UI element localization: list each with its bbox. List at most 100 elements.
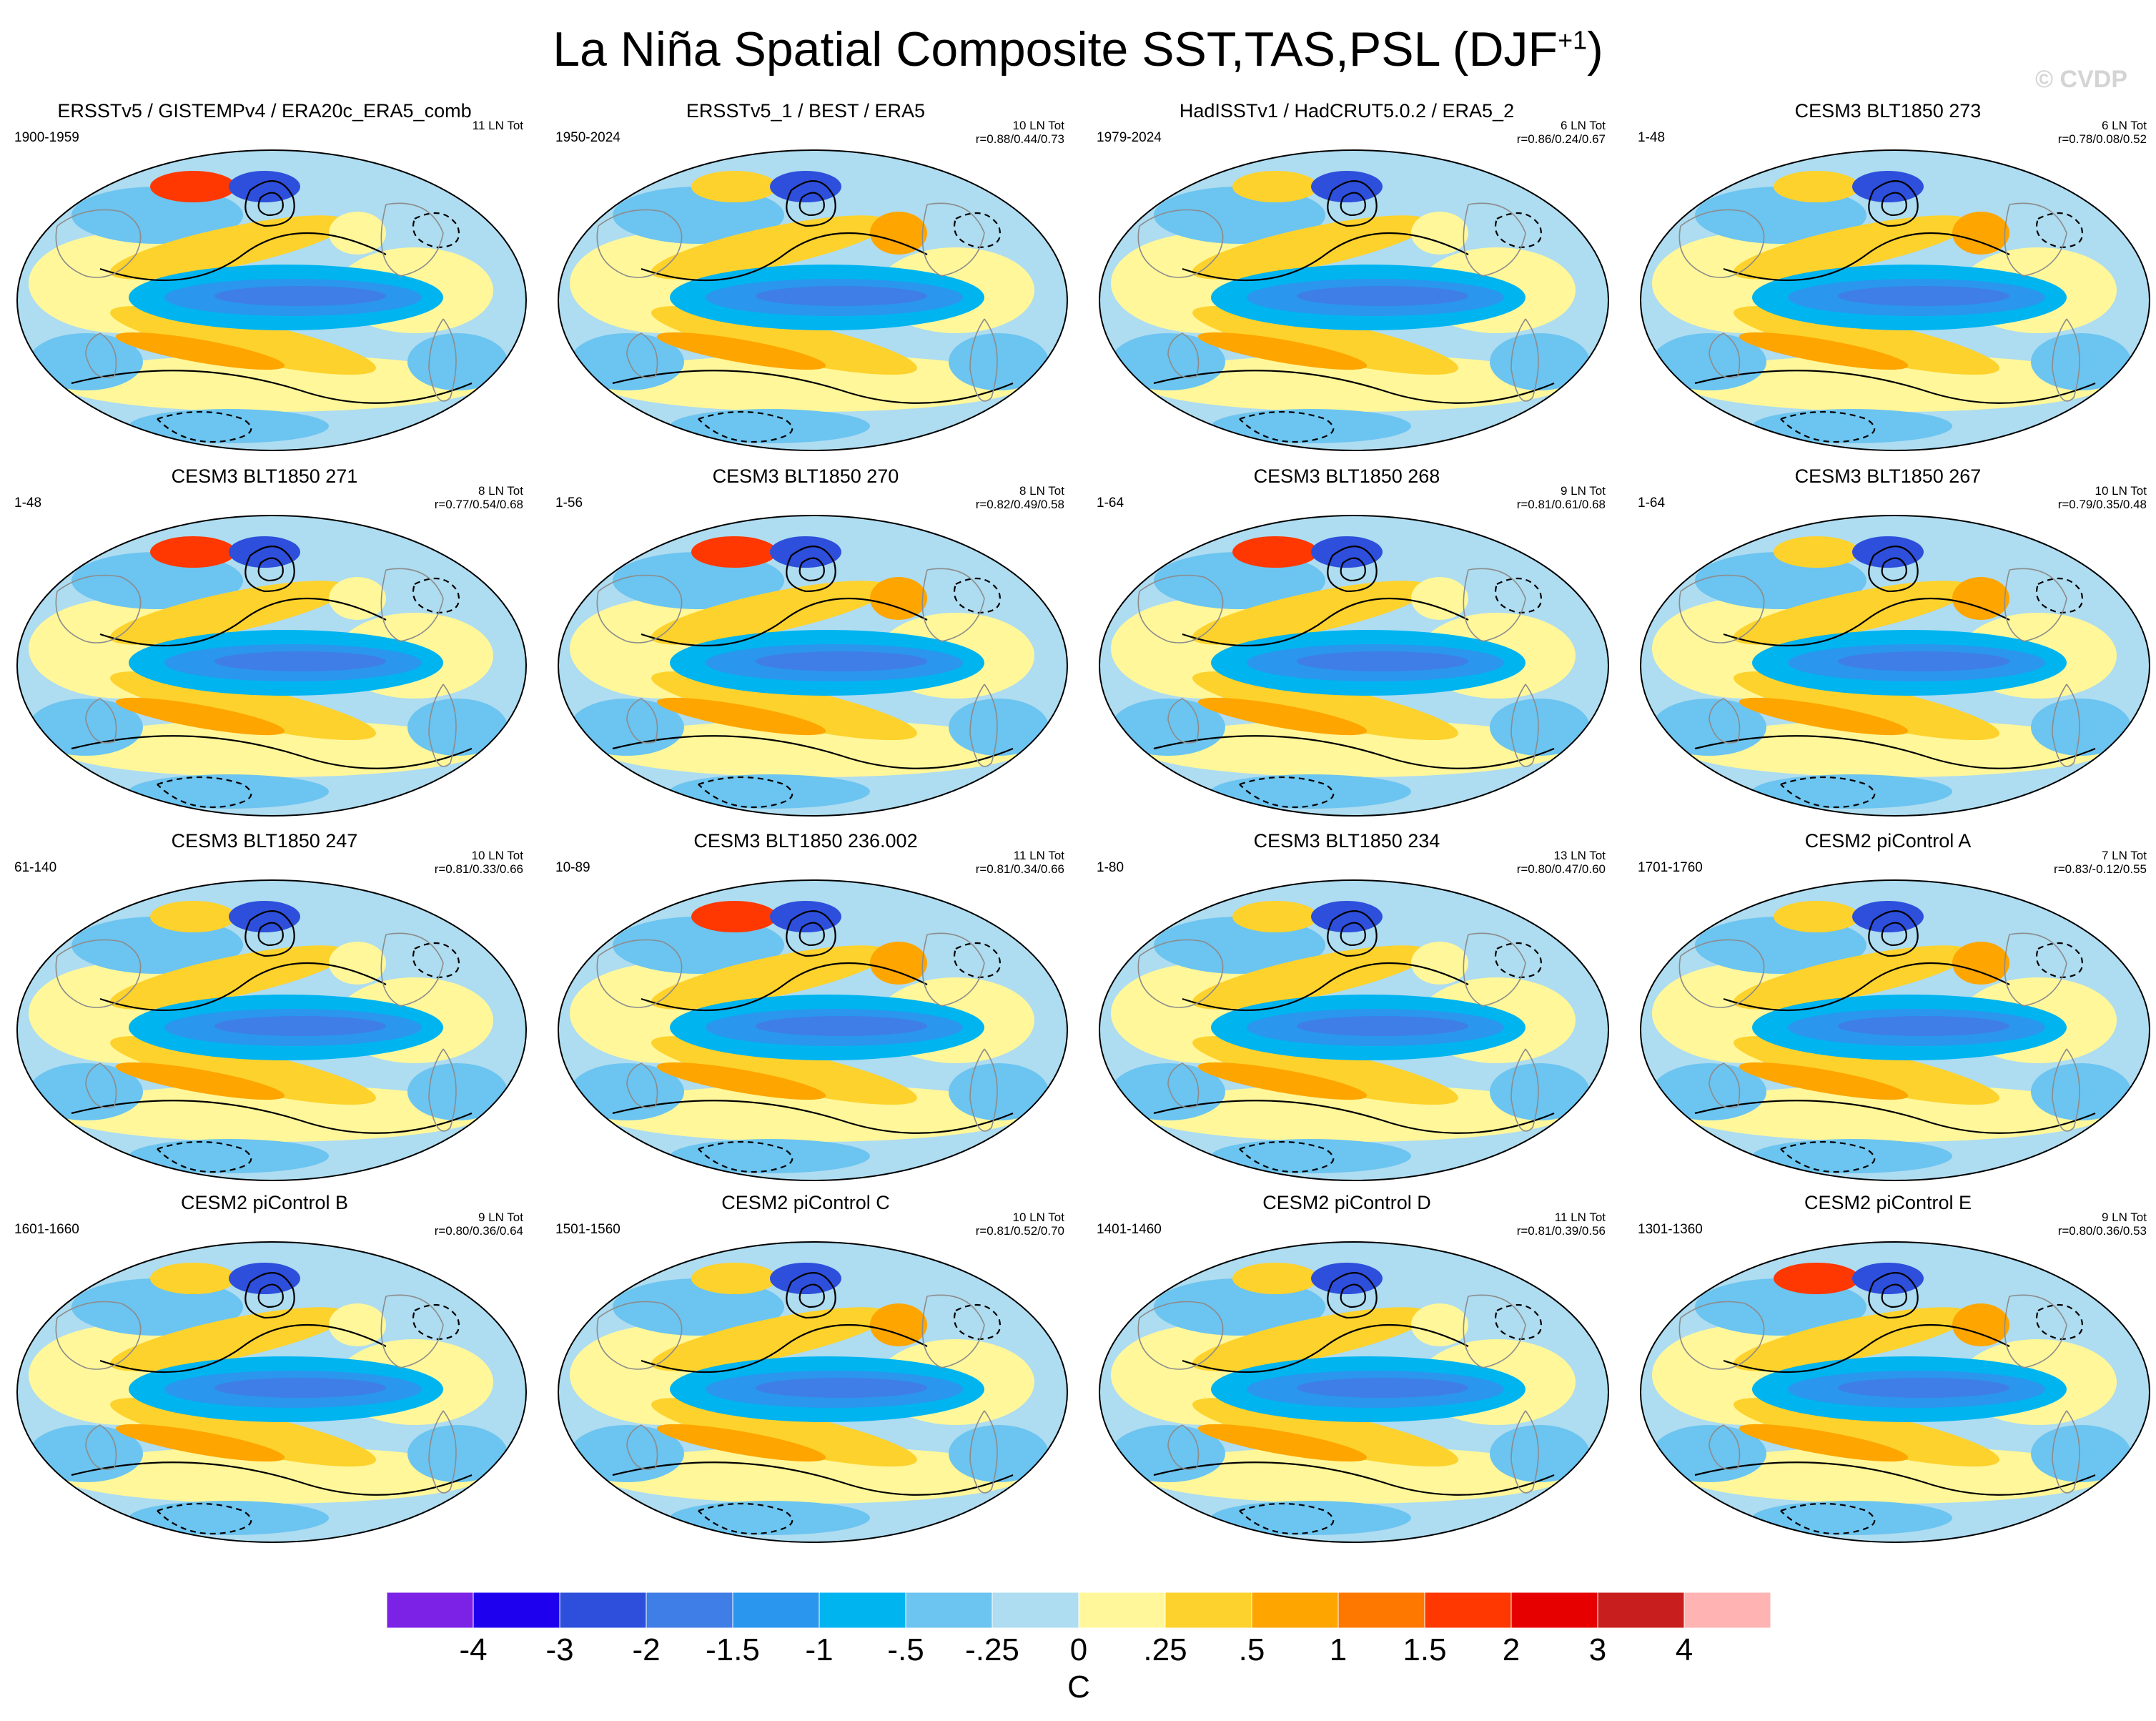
coastline xyxy=(55,1301,142,1370)
colorbar-swatch xyxy=(646,1592,733,1628)
warm-horseshoe-south xyxy=(1192,305,1458,375)
psl-contour-low xyxy=(1239,410,1335,443)
warm-core-south xyxy=(1739,697,1909,736)
panel-stats: 10 LN Tot r=0.81/0.33/0.66 xyxy=(435,849,523,876)
panel-years: 1900-1959 xyxy=(14,130,79,145)
colorbar-tick-label: 4 xyxy=(1675,1632,1693,1667)
panel-stats: 11 LN Tot r=0.81/0.39/0.56 xyxy=(1517,1210,1606,1238)
panel-stats: 7 LN Tot r=0.83/-0.12/0.55 xyxy=(2054,849,2147,876)
panel-title: ERSSTv5_1 / BEST / ERA5 xyxy=(686,100,926,122)
psl-contour-high xyxy=(1868,546,1919,593)
panel-title: CESM3 BLT1850 247 xyxy=(171,830,358,852)
psl-contour-high xyxy=(1327,910,1378,957)
arctic-warm-anomaly xyxy=(150,171,236,202)
psl-contour xyxy=(1153,370,1555,404)
psl-contour xyxy=(71,1461,473,1496)
panel-count: 11 LN Tot xyxy=(472,119,523,132)
panel-correlation: r=0.80/0.36/0.53 xyxy=(2057,1224,2147,1238)
robinson-map xyxy=(14,513,529,819)
panel-stats: 10 LN Tot r=0.81/0.52/0.70 xyxy=(976,1210,1064,1238)
psl-contour-low xyxy=(698,1502,793,1535)
cold-tongue-core xyxy=(1838,1378,2009,1398)
cold-tongue-core xyxy=(1297,651,1468,671)
arctic-warm-anomaly xyxy=(1774,536,1859,568)
panel-years: 1301-1360 xyxy=(1638,1222,1703,1237)
psl-contour xyxy=(1694,735,2096,769)
psl-contour-high xyxy=(798,557,825,582)
warm-horseshoe-south xyxy=(1192,1035,1458,1105)
coastline xyxy=(1678,1301,1765,1370)
southern-ocean-anomaly xyxy=(1211,774,1411,809)
north-america-anomaly xyxy=(870,577,927,620)
figure-title: La Niña Spatial Composite SST,TAS,PSL (D… xyxy=(0,21,2156,77)
coastline xyxy=(921,1294,985,1369)
arctic-warm-anomaly xyxy=(1232,536,1318,568)
colorbar-tick-label: -1 xyxy=(805,1632,834,1667)
colorbar-swatch xyxy=(992,1592,1079,1628)
coastline xyxy=(596,574,683,643)
psl-contour-low xyxy=(1780,410,1876,443)
cold-tongue-core xyxy=(214,651,386,671)
panel-stats: 11 LN Tot r=0.81/0.34/0.66 xyxy=(976,849,1064,876)
map-panel: CESM2 piControl B 1601-1660 9 LN Tot r=0.80… xyxy=(0,1192,529,1549)
colorbar-swatch xyxy=(387,1592,474,1628)
colorbar-swatch xyxy=(1078,1592,1166,1628)
panel-years: 1950-2024 xyxy=(555,130,620,145)
psl-contour xyxy=(612,370,1014,404)
panel-count: 10 LN Tot xyxy=(471,849,523,862)
figure-title-superscript: +1 xyxy=(1558,25,1588,55)
arctic-warm-anomaly xyxy=(1232,901,1318,932)
cool-anomaly-region xyxy=(949,1063,1049,1120)
map-border xyxy=(1099,149,1609,451)
coastline xyxy=(1167,1424,1200,1470)
psl-contour-high xyxy=(257,557,284,582)
psl-contour-high xyxy=(1340,922,1366,947)
warm-horseshoe-north xyxy=(1192,215,1430,280)
map-panel: CESM3 BLT1850 273 1-48 6 LN Tot r=0.78/0.08… xyxy=(1623,100,2152,458)
panel-correlation: r=0.81/0.52/0.70 xyxy=(975,1224,1064,1238)
panel-years: 1979-2024 xyxy=(1097,130,1162,145)
cold-tongue-core xyxy=(1838,651,2009,671)
psl-contour xyxy=(641,232,928,282)
psl-contour xyxy=(1182,1324,1469,1374)
southern-ocean-anomaly xyxy=(1211,1139,1411,1173)
coastline xyxy=(428,1410,457,1494)
cold-tongue-core xyxy=(1838,286,2009,306)
figure-title-close: ) xyxy=(1587,22,1603,77)
southern-ocean-anomaly xyxy=(129,1501,329,1535)
north-america-anomaly xyxy=(329,942,386,985)
panel-count: 11 LN Tot xyxy=(1013,849,1064,862)
cool-anomaly-region xyxy=(407,1425,508,1482)
map-panel: CESM3 BLT1850 270 1-56 8 LN Tot r=0.82/0.49… xyxy=(541,465,1070,823)
psl-contour-high xyxy=(244,1272,295,1319)
arctic-warm-anomaly xyxy=(691,171,777,202)
southern-ocean-anomaly xyxy=(1752,409,1952,443)
coastline xyxy=(2052,318,2080,402)
warm-horseshoe-north xyxy=(651,581,889,645)
southern-ocean-anomaly xyxy=(670,1501,870,1535)
robinson-map xyxy=(1638,147,2152,453)
cold-tongue-core xyxy=(756,651,927,671)
north-america-anomaly xyxy=(870,1303,927,1346)
psl-contour-high xyxy=(1327,180,1378,227)
psl-contour-low xyxy=(157,1140,252,1173)
psl-contour-low xyxy=(1239,1502,1335,1535)
warm-horseshoe-north xyxy=(109,945,348,1010)
warm-horseshoe-south xyxy=(1734,1397,1999,1467)
psl-contour xyxy=(641,598,928,647)
coastline xyxy=(2004,1294,2067,1369)
southern-ocean-anomaly xyxy=(129,409,329,443)
coastline xyxy=(626,1062,658,1108)
cold-tongue-core xyxy=(1297,286,1468,306)
robinson-map xyxy=(555,1239,1070,1545)
map-border xyxy=(16,1241,527,1543)
map-border xyxy=(1099,879,1609,1181)
arctic-cold-anomaly xyxy=(1852,1263,1924,1294)
warm-core-south xyxy=(115,1424,285,1462)
cool-anomaly-region xyxy=(2031,699,2131,756)
panel-years: 1601-1660 xyxy=(14,1222,79,1237)
psl-contour xyxy=(641,962,928,1012)
panel-count: 13 LN Tot xyxy=(1553,849,1606,862)
map-panel: CESM3 BLT1850 267 1-64 10 LN Tot r=0.79/0.3… xyxy=(1623,465,2152,823)
panel-count: 10 LN Tot xyxy=(2095,484,2147,498)
